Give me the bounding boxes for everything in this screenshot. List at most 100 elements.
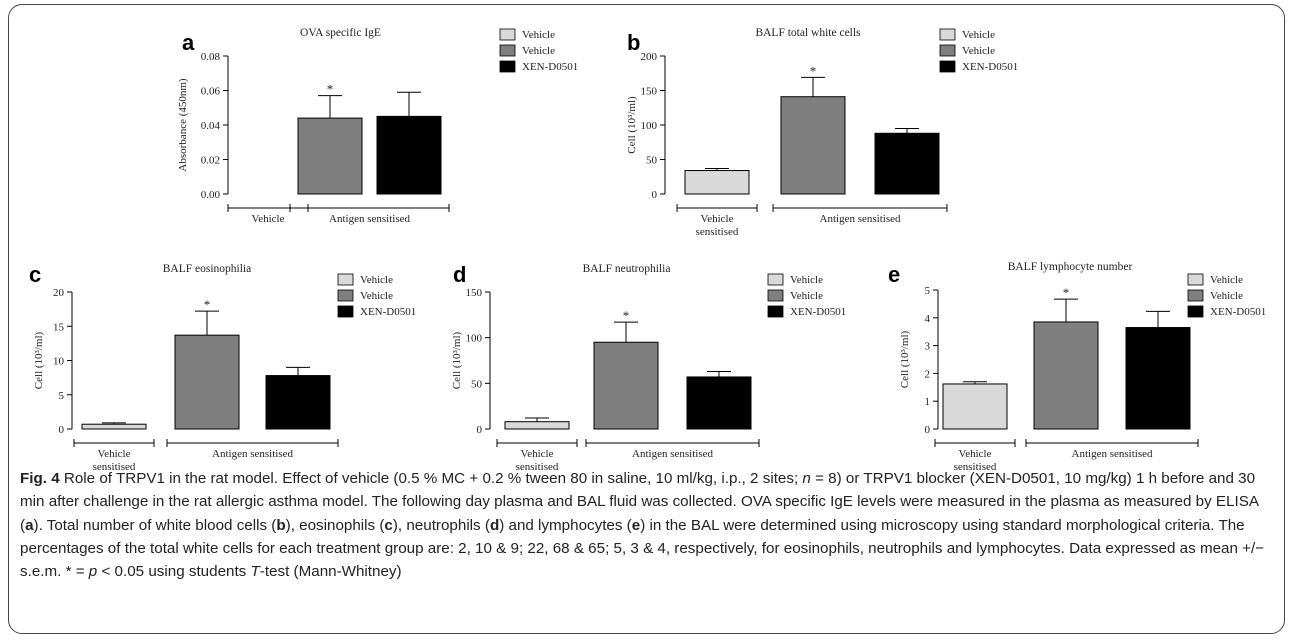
group-label-vehicle-sensitised: Vehicle [98,448,131,460]
legend-swatch-1 [767,273,784,286]
bar-3 [874,132,940,195]
y-tick-label: 0 [477,424,483,436]
legend-label-1: Vehicle [790,274,823,286]
y-axis-label: Cell (10³/ml) [626,96,638,154]
y-tick-label: 50 [471,378,483,390]
y-tick-label: 0.04 [201,120,221,132]
bar-2 [593,341,659,430]
group-label-antigen-sensitised: Antigen sensitised [820,213,901,225]
y-tick-label: 15 [53,321,65,333]
significance-marker: * [327,82,334,97]
group-label-antigen-sensitised: Antigen sensitised [632,448,713,460]
legend-swatch-3 [499,60,516,73]
legend-swatch-2 [1187,289,1204,302]
chart-title: BALF neutrophilia [583,263,671,275]
legend-label-1: Vehicle [360,274,393,286]
y-tick-label: 0 [925,424,931,436]
group-label-antigen-sensitised: Antigen sensitised [212,448,293,460]
y-tick-label: 5 [925,285,931,297]
group-label-vehicle-sensitised: sensitised [247,226,290,228]
legend-swatch-3 [1187,305,1204,318]
y-axis-label: Cell (10³/ml) [33,331,45,389]
y-tick-label: 1 [925,396,931,408]
y-tick-label: 2 [925,368,931,380]
group-label-vehicle-sensitised: sensitised [954,461,997,472]
bar-2 [174,334,240,430]
legend-label-3: XEN-D0501 [962,61,1018,73]
legend-swatch-3 [337,305,354,318]
y-tick-label: 0 [652,189,658,201]
y-tick-label: 0.00 [201,189,221,201]
group-label-vehicle-sensitised: Vehicle [959,448,992,460]
legend-label-2: Vehicle [790,290,823,302]
legend-label-2: Vehicle [360,290,393,302]
figure-label: Fig. 4 [20,470,60,487]
legend-swatch-2 [767,289,784,302]
chart-panel-a: a OVA specific IgE 0.00 0.02 0.04 0.06 0.08 Abs… [177,27,578,228]
group-label-antigen-sensitised: Antigen sensitised [1072,448,1153,460]
legend-swatch-2 [499,44,516,57]
y-tick-label: 5 [59,390,65,402]
y-axis-label: Absorbance (450nm) [177,78,189,172]
legend-label-3: XEN-D0501 [360,306,416,318]
group-label-vehicle-sensitised: Vehicle [252,213,285,225]
chart-title: OVA specific IgE [300,27,381,39]
legend-swatch-1 [1187,273,1204,286]
y-tick-label: 50 [646,155,658,167]
legend-label-2: Vehicle [1210,290,1243,302]
y-tick-label: 150 [466,287,483,299]
legend-swatch-1 [499,28,516,41]
group-label-vehicle-sensitised: Vehicle [521,448,554,460]
y-tick-label: 200 [641,51,658,63]
bar-1 [942,383,1008,430]
bar-2 [1033,321,1099,430]
bar-3 [376,115,442,195]
chart-panel-e: e BALF lymphocyte number 0 1 2 3 4 5 Cell (10³/m… [888,261,1266,472]
legend-swatch-2 [939,44,956,57]
caption-text: Role of TRPV1 in the rat model. Effect o… [20,470,1265,581]
legend-label-2: Vehicle [522,45,555,57]
y-tick-label: 0.02 [201,155,220,167]
panel-label: a [182,30,195,55]
y-tick-label: 0 [59,424,65,436]
legend-label-3: XEN-D0501 [1210,306,1266,318]
y-tick-label: 150 [641,86,658,98]
legend-label-1: Vehicle [522,29,555,41]
bar-2 [780,96,846,195]
chart-panel-d: d BALF neutrophilia 0 50 100 150 Cell (10³/ml)… [451,262,846,472]
significance-marker: * [1063,285,1070,300]
chart-panel-c: c BALF eosinophilia 0 5 10 15 20 Cell (10³/ml) *… [29,262,416,472]
bar-3 [686,376,752,430]
y-tick-label: 0.06 [201,86,221,98]
y-tick-label: 100 [466,333,483,345]
group-label-vehicle-sensitised: Vehicle [701,213,734,225]
legend-swatch-1 [939,28,956,41]
legend-swatch-3 [939,60,956,73]
y-tick-label: 10 [53,356,65,368]
group-label-vehicle-sensitised: sensitised [696,226,739,238]
bar-1 [81,423,147,430]
y-tick-label: 0.08 [201,51,221,63]
figure-caption: Fig. 4 Role of TRPV1 in the rat model. E… [20,467,1275,583]
y-tick-label: 20 [53,287,65,299]
panel-label: d [453,262,466,287]
bar-2 [297,117,363,195]
panel-label: b [627,30,640,55]
bar-1 [684,170,750,195]
legend-swatch-3 [767,305,784,318]
figure-frame [8,4,1285,634]
significance-marker: * [623,308,630,323]
y-axis-label: Cell (10³/ml) [451,331,463,389]
bar-3 [265,375,331,430]
significance-marker: * [204,297,211,312]
chart-title: BALF eosinophilia [163,263,252,275]
group-label-vehicle-sensitised: sensitised [93,461,136,472]
legend-label-2: Vehicle [962,45,995,57]
y-tick-label: 3 [925,341,931,353]
legend-label-1: Vehicle [962,29,995,41]
bar-1 [504,421,570,430]
y-axis-label: Cell (10³/ml) [899,330,911,388]
legend-swatch-1 [337,273,354,286]
group-label-antigen-sensitised: Antigen sensitised [329,213,410,225]
legend-label-3: XEN-D0501 [522,61,578,73]
